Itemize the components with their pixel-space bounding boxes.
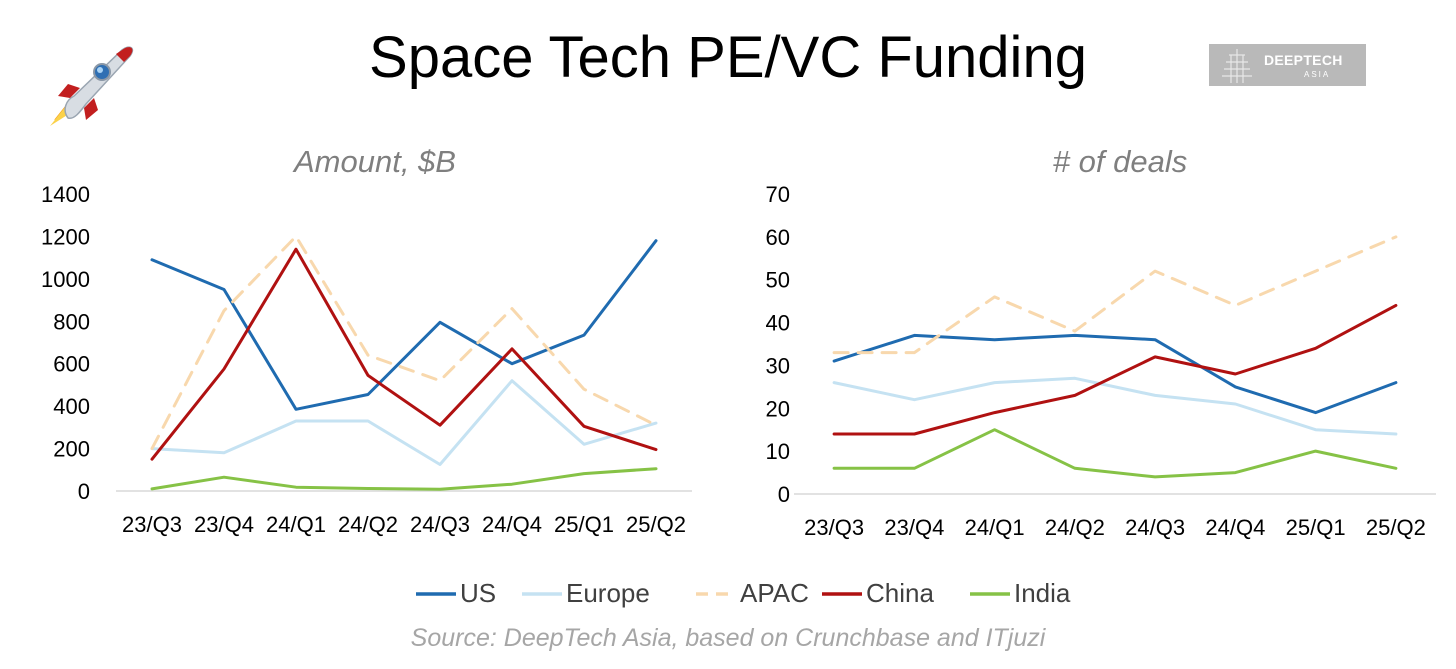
legend-label-us: US <box>460 578 496 608</box>
x-tick-label: 24/Q1 <box>266 512 326 537</box>
series-line-india <box>150 467 658 491</box>
amount-chart: Amount, $B 0 200 400 600 800 1000 1200 1400 23/Q3… <box>41 144 692 537</box>
logo-text-deeptech: DEEPTECH <box>1264 52 1343 68</box>
y-tick-label: 40 <box>766 311 790 336</box>
series-line-china <box>832 303 1398 436</box>
y-tick-label: 30 <box>766 353 790 378</box>
x-tick-label: 24/Q1 <box>965 515 1025 540</box>
legend: US Europe APAC China India <box>416 578 1071 608</box>
y-tick-label: 1400 <box>41 182 90 207</box>
x-tick-label: 23/Q3 <box>804 515 864 540</box>
x-tick-label: 25/Q2 <box>626 512 686 537</box>
y-tick-label: 400 <box>53 394 90 419</box>
legend-label-apac: APAC <box>740 578 809 608</box>
chart-title: # of deals <box>1053 144 1187 179</box>
y-tick-label: 60 <box>766 225 790 250</box>
y-tick-label: 1200 <box>41 224 90 249</box>
y-tick-label: 50 <box>766 268 790 293</box>
chart-title: Amount, $B <box>292 144 456 179</box>
y-tick-label: 1000 <box>41 267 90 292</box>
y-tick-label: 800 <box>53 309 90 334</box>
series-line-apac <box>150 234 658 451</box>
rocket-icon <box>50 46 134 126</box>
series-line-china <box>150 247 658 461</box>
deals-chart: # of deals 0 10 20 30 40 50 60 70 23/Q3 23/Q4 24/Q1… <box>766 144 1436 540</box>
x-tick-label: 24/Q4 <box>1205 515 1265 540</box>
y-tick-label: 0 <box>778 482 790 507</box>
legend-label-india: India <box>1014 578 1071 608</box>
legend-label-europe: Europe <box>566 578 650 608</box>
page-title: Space Tech PE/VC Funding <box>369 25 1087 90</box>
x-tick-label: 24/Q3 <box>410 512 470 537</box>
logo-pagoda-icon <box>1222 49 1252 83</box>
x-tick-label: 24/Q4 <box>482 512 542 537</box>
y-tick-label: 600 <box>53 352 90 377</box>
logo-text-asia: ASIA <box>1304 70 1331 79</box>
y-tick-label: 200 <box>53 437 90 462</box>
series-line-europe <box>832 376 1398 436</box>
source-note: Source: DeepTech Asia, based on Crunchba… <box>410 624 1046 652</box>
x-tick-label: 23/Q4 <box>884 515 944 540</box>
x-tick-label: 23/Q4 <box>194 512 254 537</box>
x-tick-label: 24/Q2 <box>338 512 398 537</box>
legend-label-china: China <box>866 578 934 608</box>
x-tick-label: 24/Q3 <box>1125 515 1185 540</box>
y-tick-label: 0 <box>78 479 90 504</box>
x-tick-label: 23/Q3 <box>122 512 182 537</box>
y-tick-label: 10 <box>766 439 790 464</box>
series-line-apac <box>832 235 1398 355</box>
x-tick-label: 25/Q1 <box>1286 515 1346 540</box>
deeptech-asia-logo: DEEPTECH ASIA <box>1209 44 1366 86</box>
series-line-us <box>150 239 658 411</box>
x-tick-label: 25/Q2 <box>1366 515 1426 540</box>
x-tick-label: 25/Q1 <box>554 512 614 537</box>
series-line-europe <box>150 379 658 466</box>
y-tick-label: 70 <box>766 182 790 207</box>
x-tick-label: 24/Q2 <box>1045 515 1105 540</box>
y-tick-label: 20 <box>766 396 790 421</box>
series-line-us <box>832 333 1398 415</box>
series-line-india <box>832 428 1398 479</box>
